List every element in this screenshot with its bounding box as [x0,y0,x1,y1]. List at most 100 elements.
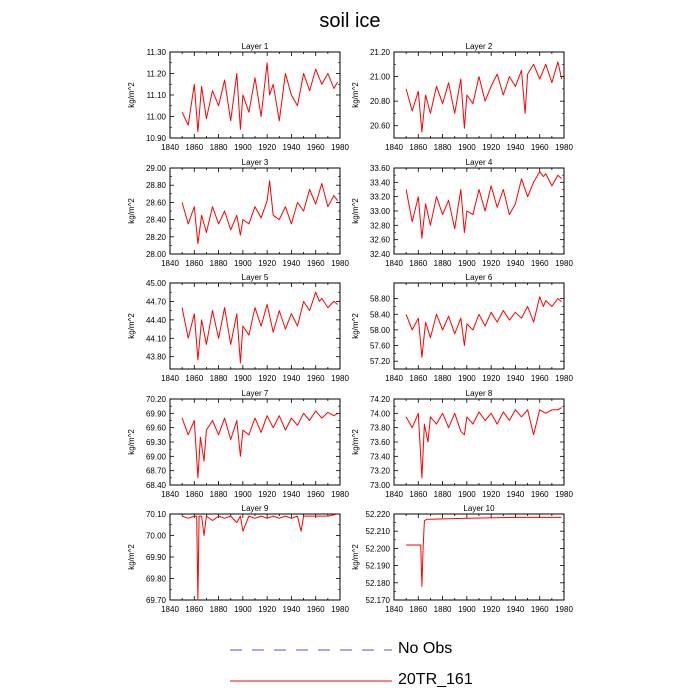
layer-6-xtick-label: 1940 [507,374,525,383]
layer-8-xtick-label: 1960 [531,490,549,499]
layer-4-xtick-label: 1900 [458,259,476,268]
layer-1-xtick-label: 1860 [185,143,203,152]
layer-2-ytick-label: 20.60 [370,122,391,131]
layer-10-ytick-label: 52.170 [366,596,391,605]
layer-1-series-line [181,62,339,133]
layer-8-ytick-label: 73.20 [370,467,391,476]
layer-7-ytick-label: 68.70 [146,467,167,476]
layer-5-xtick-label: 1980 [331,374,349,383]
layer-3-xtick-label: 1940 [283,259,301,268]
layer-10-xtick-label: 1900 [458,605,476,614]
layer-3-xtick-label: 1900 [234,259,252,268]
layer-9-series-line [181,513,338,601]
layer-3-ylabel: kg/m^2 [127,198,136,224]
layer-10-xtick-label: 1980 [555,605,573,614]
layer-6-title: Layer 6 [466,273,493,282]
layer-9-xtick-label: 1900 [234,605,252,614]
layer-4-ytick-label: 33.60 [370,164,391,173]
layer-4-ytick-label: 33.00 [370,207,391,216]
layer-3-ytick-label: 28.00 [146,250,167,259]
layer-1-xtick-label: 1980 [331,143,349,152]
layer-4-ytick-label: 32.80 [370,221,391,230]
layer-4-series-line [405,171,562,239]
layer-1-xtick-label: 1920 [258,143,276,152]
layer-7-xtick-label: 1940 [283,490,301,499]
layer-4-ytick-label: 33.20 [370,193,391,202]
layer-10-xtick-label: 1860 [409,605,427,614]
layer-9-ylabel: kg/m^2 [127,544,136,570]
layer-4-xtick-label: 1840 [385,259,403,268]
layer-6-series-line [405,296,562,358]
layer-3-title: Layer 3 [242,158,269,167]
layer-5-xtick-label: 1900 [234,374,252,383]
layer-3-xtick-label: 1920 [258,259,276,268]
layer-6-ytick-label: 58.40 [370,310,391,319]
layer-7-xtick-label: 1860 [185,490,203,499]
figure-title: soil ice [319,10,381,32]
layer-5-ylabel: kg/m^2 [127,313,136,339]
layer-10-xtick-label: 1840 [385,605,403,614]
layer-3-xtick-label: 1840 [161,259,179,268]
layer-9-ytick-label: 69.90 [146,553,167,562]
layer-2-xtick-label: 1840 [385,143,403,152]
layer-9-ytick-label: 70.10 [146,510,167,519]
layer-4-xtick-label: 1920 [482,259,500,268]
layer-6-ytick-label: 57.20 [370,357,391,366]
layer-5-title: Layer 5 [242,273,269,282]
layer-6-ytick-label: 58.00 [370,326,391,335]
layer-7-ytick-label: 70.20 [146,395,167,404]
layer-5-xtick-label: 1940 [283,374,301,383]
legend-label-no-obs: No Obs [398,640,453,657]
layer-5-xtick-label: 1960 [307,374,325,383]
layer-8-ytick-label: 73.40 [370,452,391,461]
layer-10-ytick-label: 52.220 [366,510,391,519]
layer-2-ylabel: kg/m^2 [351,82,360,108]
layer-6-xtick-label: 1860 [409,374,427,383]
layer-7-ytick-label: 68.40 [146,481,167,490]
layer-3-ytick-label: 28.40 [146,216,167,225]
layer-3-xtick-label: 1880 [210,259,228,268]
layer-9-title: Layer 9 [242,504,269,513]
layer-8-xtick-label: 1880 [434,490,452,499]
layer-7-xtick-label: 1840 [161,490,179,499]
layer-4-xtick-label: 1980 [555,259,573,268]
layer-8-xtick-label: 1900 [458,490,476,499]
layer-6-ytick-label: 57.60 [370,342,391,351]
layer-3-xtick-label: 1860 [185,259,203,268]
layer-1-ytick-label: 11.00 [147,113,167,122]
layer-6-xtick-label: 1880 [434,374,452,383]
layer-1-ytick-label: 11.30 [147,48,167,57]
layer-1-ytick-label: 10.90 [146,134,167,143]
layer-10-series-line [406,516,562,587]
layer-8-ytick-label: 74.20 [370,395,391,404]
layer-5-ytick-label: 44.10 [146,334,167,343]
layer-2-xtick-label: 1980 [555,143,573,152]
layer-3-ytick-label: 29.00 [146,164,167,173]
layer-1-ytick-label: 11.10 [147,91,167,100]
layer-5-ytick-label: 44.70 [146,297,167,306]
layer-5-ytick-label: 43.80 [146,353,167,362]
layer-3-ytick-label: 28.60 [146,198,167,207]
layer-10-ylabel: kg/m^2 [351,544,360,570]
layer-2-ytick-label: 21.20 [370,48,391,57]
layer-8-xtick-label: 1920 [482,490,500,499]
layer-3-series-line [181,180,339,245]
layer-5-xtick-label: 1880 [210,374,228,383]
layer-9-xtick-label: 1940 [283,605,301,614]
layer-1-xtick-label: 1880 [210,143,228,152]
layer-6-xtick-label: 1920 [482,374,500,383]
layer-7-xtick-label: 1900 [234,490,252,499]
layer-8-ylabel: kg/m^2 [351,429,360,455]
layer-2-frame [393,51,565,139]
layer-5-ytick-label: 45.00 [146,279,167,288]
layer-7-xtick-label: 1960 [307,490,325,499]
layer-10-ytick-label: 52.200 [366,544,391,553]
layer-10-ytick-label: 52.210 [366,527,391,536]
layer-7-ytick-label: 69.30 [146,438,167,447]
layer-1-xtick-label: 1960 [307,143,325,152]
layer-10-title: Layer 10 [463,504,495,513]
layer-6-xtick-label: 1900 [458,374,476,383]
layer-2-xtick-label: 1940 [507,143,525,152]
layer-7-ytick-label: 69.90 [146,409,167,418]
